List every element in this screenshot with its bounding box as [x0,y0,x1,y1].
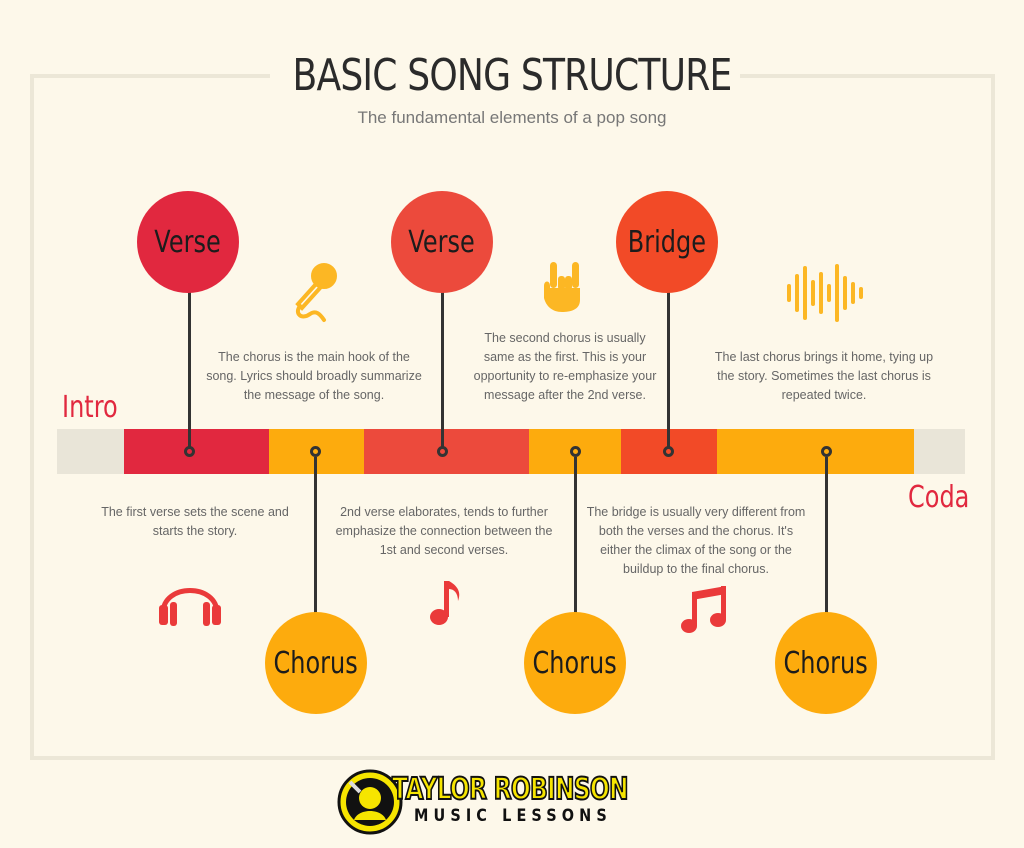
coda-segment [914,429,965,474]
chorus3-label: Chorus [783,645,869,681]
chorus3-segment [717,429,914,474]
rock-hand-icon [544,262,580,312]
verse2-label: Verse [408,224,476,260]
bridge-stem [667,290,670,447]
chorus2-marker [570,446,581,457]
verse1-marker [184,446,195,457]
logo-line2: MUSIC LESSONS [414,806,612,826]
brand-logo: TAYLOR ROBINSON MUSIC LESSONS [336,768,666,836]
microphone-icon [295,263,337,322]
verse2-bubble: Verse [391,191,493,293]
chorus2-stem [574,457,577,617]
logo-emblem [337,769,403,835]
chorus1-stem [314,457,317,617]
headphones-icon [159,588,221,626]
bridge-marker [663,446,674,457]
music-note-icon [430,581,460,625]
chorus2-label: Chorus [532,645,618,681]
chorus3-bubble: Chorus [775,612,877,714]
chorus2-description: The second chorus is usually same as the… [473,331,657,402]
verse2-marker [437,446,448,457]
verse1-segment [124,429,269,474]
verse1-stem [188,290,191,447]
chorus3-description: The last chorus brings it home, tying up… [714,350,934,402]
verse1-label: Verse [154,224,222,260]
chorus1-description: The chorus is the main hook of the song.… [206,350,422,402]
sound-wave-icon [787,264,863,322]
chorus2-bubble: Chorus [524,612,626,714]
logo-line1: TAYLOR ROBINSON [391,771,629,808]
intro-segment [57,429,124,474]
chorus1-label: Chorus [273,645,359,681]
title-backdrop [270,48,740,108]
chorus1-bubble: Chorus [265,612,367,714]
chorus3-stem [825,457,828,617]
page-subtitle: The fundamental elements of a pop song [357,108,667,127]
verse2-description: 2nd verse elaborates, tends to further e… [335,505,553,557]
chorus1-marker [310,446,321,457]
beamed-notes-icon [681,586,726,633]
bridge-label: Bridge [627,224,707,260]
coda-label: Coda [908,480,970,515]
bridge-description: The bridge is usually very different fro… [586,505,806,576]
bridge-bubble: Bridge [616,191,718,293]
intro-label: Intro [62,390,118,425]
verse1-description: The first verse sets the scene and start… [101,505,289,538]
verse1-bubble: Verse [137,191,239,293]
verse2-stem [441,290,444,447]
page-title: BASIC SONG STRUCTURE [292,50,733,101]
chorus3-marker [821,446,832,457]
